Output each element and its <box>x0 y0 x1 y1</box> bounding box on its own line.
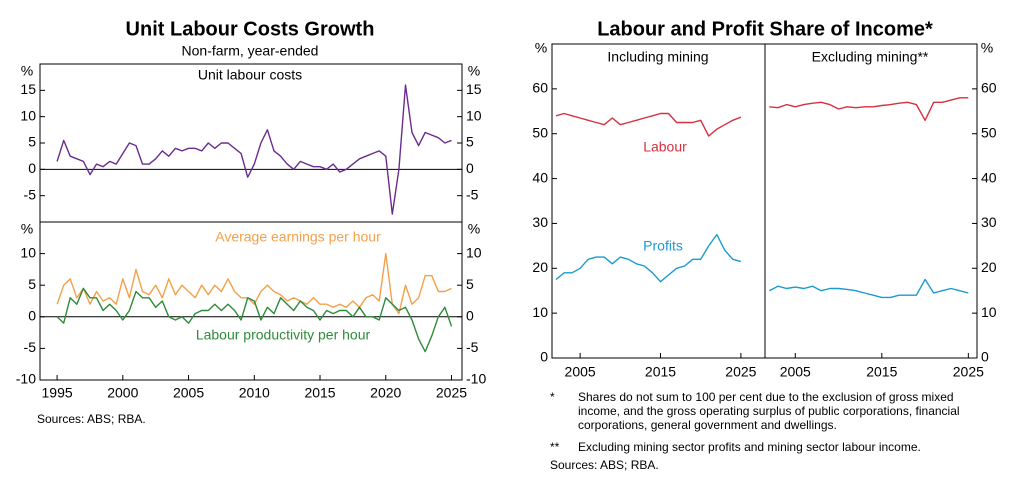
x-tick-label: 2025 <box>725 364 756 380</box>
x-tick-label: 2025 <box>953 364 984 380</box>
x-tick-label: 2015 <box>304 385 335 401</box>
x-tick-label: 2000 <box>107 385 138 401</box>
y-tick-label: 50 <box>532 124 548 140</box>
y-tick-label: 5 <box>466 276 474 292</box>
x-tick-label: 2010 <box>239 385 270 401</box>
y-unit: % <box>981 40 993 56</box>
y-tick-label: 0 <box>981 349 989 365</box>
line-series <box>56 84 452 215</box>
chart-title: Labour and Profit Share of Income* <box>597 18 933 40</box>
plot-frame <box>39 63 463 223</box>
y-unit: % <box>21 63 33 79</box>
y-tick-label: -5 <box>24 186 37 202</box>
y-tick-label: 5 <box>28 276 36 292</box>
series-label: Labour productivity per hour <box>196 327 371 343</box>
x-tick-label: 1995 <box>42 385 73 401</box>
y-unit: % <box>21 221 33 237</box>
y-tick-label: 10 <box>981 304 997 320</box>
y-tick-label: 0 <box>540 349 548 365</box>
source: Sources: ABS; RBA. <box>550 458 659 472</box>
y-tick-label: -10 <box>16 371 36 387</box>
y-tick-label: 0 <box>28 160 36 176</box>
plot-frame <box>551 43 766 359</box>
series-label: Labour <box>643 139 687 155</box>
y-tick-label: 60 <box>981 80 997 96</box>
panel-title: Including mining <box>607 49 708 65</box>
y-tick-label: 10 <box>20 107 36 123</box>
y-tick-label: 20 <box>981 259 997 275</box>
x-tick-label: 2005 <box>173 385 204 401</box>
y-tick-label: 5 <box>466 134 474 150</box>
y-tick-label: 30 <box>532 214 548 230</box>
y-tick-label: -10 <box>466 371 486 387</box>
y-tick-label: 60 <box>532 80 548 96</box>
y-tick-label: 15 <box>466 81 482 97</box>
y-tick-label: 20 <box>532 259 548 275</box>
y-tick-label: 15 <box>20 81 36 97</box>
y-tick-label: 40 <box>532 169 548 185</box>
line-series <box>768 278 969 299</box>
note: * Shares do not sum to 100 per cent due t… <box>550 390 990 432</box>
line-series <box>56 252 452 315</box>
x-tick-label: 2025 <box>436 385 467 401</box>
line-series <box>555 112 742 137</box>
y-tick-label: -5 <box>24 339 37 355</box>
y-tick-label: 5 <box>28 134 36 150</box>
note-text: Excluding mining sector profits and mini… <box>578 440 921 454</box>
x-tick-label: 2015 <box>645 364 676 380</box>
y-tick-label: 0 <box>466 160 474 176</box>
y-tick-label: 10 <box>532 304 548 320</box>
y-tick-label: -5 <box>466 339 479 355</box>
plot-frame <box>39 221 463 381</box>
x-tick-label: 2005 <box>780 364 811 380</box>
y-unit: % <box>468 63 480 79</box>
line-series <box>56 287 453 353</box>
line-series <box>555 233 742 283</box>
series-label: Unit labour costs <box>198 67 302 83</box>
x-tick-label: 2005 <box>565 364 596 380</box>
note: ** Excluding mining sector profits and mi… <box>550 440 990 454</box>
y-unit: % <box>468 221 480 237</box>
note-text: Shares do not sum to 100 per cent due to… <box>578 390 960 432</box>
x-tick-label: 2020 <box>370 385 401 401</box>
note-mark: ** <box>550 440 560 454</box>
source: Sources: ABS; RBA. <box>37 412 146 426</box>
y-unit: % <box>535 40 547 56</box>
y-tick-label: 30 <box>981 214 997 230</box>
y-tick-label: 10 <box>466 107 482 123</box>
line-series <box>769 97 969 121</box>
y-tick-label: 0 <box>28 308 36 324</box>
y-tick-label: 50 <box>981 124 997 140</box>
y-tick-label: 40 <box>981 169 997 185</box>
series-label: Profits <box>643 238 683 254</box>
y-tick-label: 10 <box>466 244 482 260</box>
chart-subtitle: Non-farm, year-ended <box>182 43 319 59</box>
panel-title: Excluding mining** <box>812 49 929 65</box>
x-tick-label: 2015 <box>866 364 897 380</box>
y-tick-label: -5 <box>466 186 479 202</box>
y-tick-label: 10 <box>20 244 36 260</box>
series-label: Average earnings per hour <box>215 229 381 245</box>
plot-frame <box>764 43 978 359</box>
chart-title: Unit Labour Costs Growth <box>126 18 375 40</box>
y-tick-label: 0 <box>466 308 474 324</box>
note-mark: * <box>550 390 555 404</box>
